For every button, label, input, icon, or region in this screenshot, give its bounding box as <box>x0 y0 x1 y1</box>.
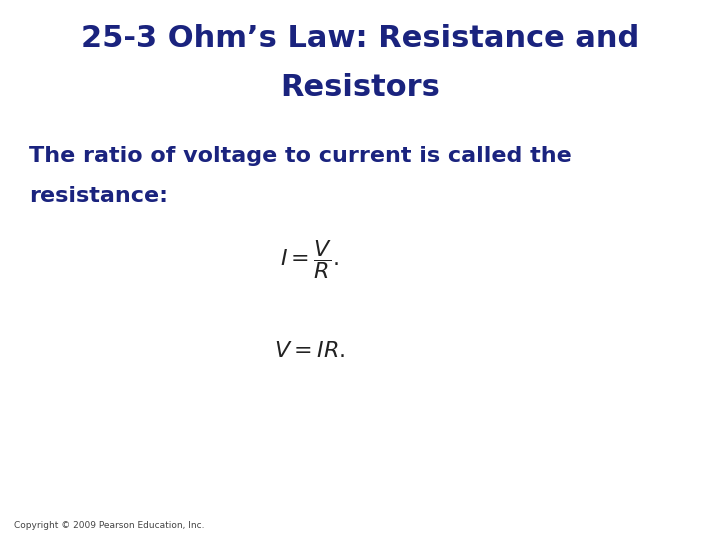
Text: resistance:: resistance: <box>29 186 168 206</box>
Text: $V = IR.$: $V = IR.$ <box>274 340 345 362</box>
Text: The ratio of voltage to current is called the: The ratio of voltage to current is calle… <box>29 146 572 166</box>
Text: $I = \dfrac{V}{R}.$: $I = \dfrac{V}{R}.$ <box>280 238 339 281</box>
Text: Resistors: Resistors <box>280 73 440 102</box>
Text: 25-3 Ohm’s Law: Resistance and: 25-3 Ohm’s Law: Resistance and <box>81 24 639 53</box>
Text: Copyright © 2009 Pearson Education, Inc.: Copyright © 2009 Pearson Education, Inc. <box>14 521 205 530</box>
